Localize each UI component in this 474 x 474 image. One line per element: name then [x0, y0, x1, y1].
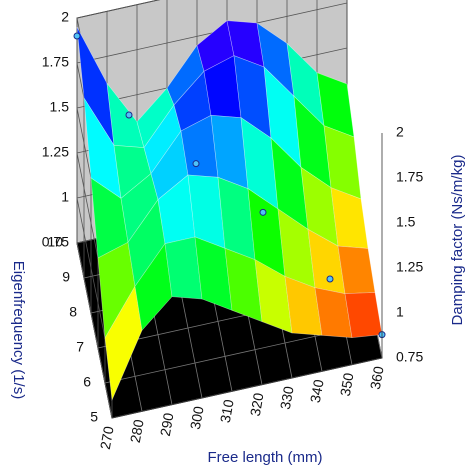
- surface-patch: [344, 292, 383, 338]
- data-point: [192, 160, 200, 168]
- y-tick-label: 10: [47, 234, 63, 250]
- grid-line: [76, 0, 160, 19]
- data-point: [259, 208, 267, 216]
- x-tick-label: 310: [217, 398, 237, 424]
- z-tick-label: 0.75: [396, 349, 423, 365]
- x-tick-label: 270: [97, 425, 117, 451]
- x-tick-label: 350: [337, 371, 357, 397]
- x-tick-label: 360: [367, 365, 387, 391]
- x-tick-label: 330: [277, 385, 297, 411]
- z-tick-label: 1.5: [396, 214, 416, 230]
- z-tick-label: 0.75: [42, 234, 69, 250]
- z-axis-label: Damping factor (Ns/m/kg): [449, 155, 466, 326]
- x-tick-label: 280: [127, 418, 147, 444]
- axis-line: [111, 357, 383, 419]
- y-tick-label: 9: [62, 269, 70, 285]
- x-tick-label: 300: [187, 405, 207, 431]
- z-tick-label: 1.25: [42, 144, 69, 160]
- grid-line: [76, 242, 113, 419]
- y-tick-label: 5: [90, 409, 98, 425]
- y-tick-label: 6: [83, 374, 91, 390]
- data-point: [73, 32, 81, 40]
- z-tick-label: 2: [61, 9, 69, 25]
- z-tick-label: 1.75: [396, 169, 423, 185]
- data-point: [125, 111, 133, 119]
- z-tick-label: 2: [396, 124, 404, 140]
- x-tick-label: 320: [247, 391, 267, 417]
- y-axis-label: Eigenfrequency (1/s): [10, 261, 27, 399]
- z-tick-label: 1.5: [50, 99, 70, 115]
- x-tick-label: 290: [157, 411, 177, 437]
- z-tick-label: 1.25: [396, 259, 423, 275]
- surface-patch: [337, 245, 376, 294]
- x-axis-label: Free length (mm): [207, 449, 322, 466]
- z-tick-label: 1.75: [42, 54, 69, 70]
- z-tick-label: 1: [396, 304, 404, 320]
- z-tick-label: 1: [61, 189, 69, 205]
- y-tick-label: 7: [76, 339, 84, 355]
- y-tick-label: 8: [69, 304, 77, 320]
- x-tick-label: 340: [307, 378, 327, 404]
- data-point: [326, 275, 334, 283]
